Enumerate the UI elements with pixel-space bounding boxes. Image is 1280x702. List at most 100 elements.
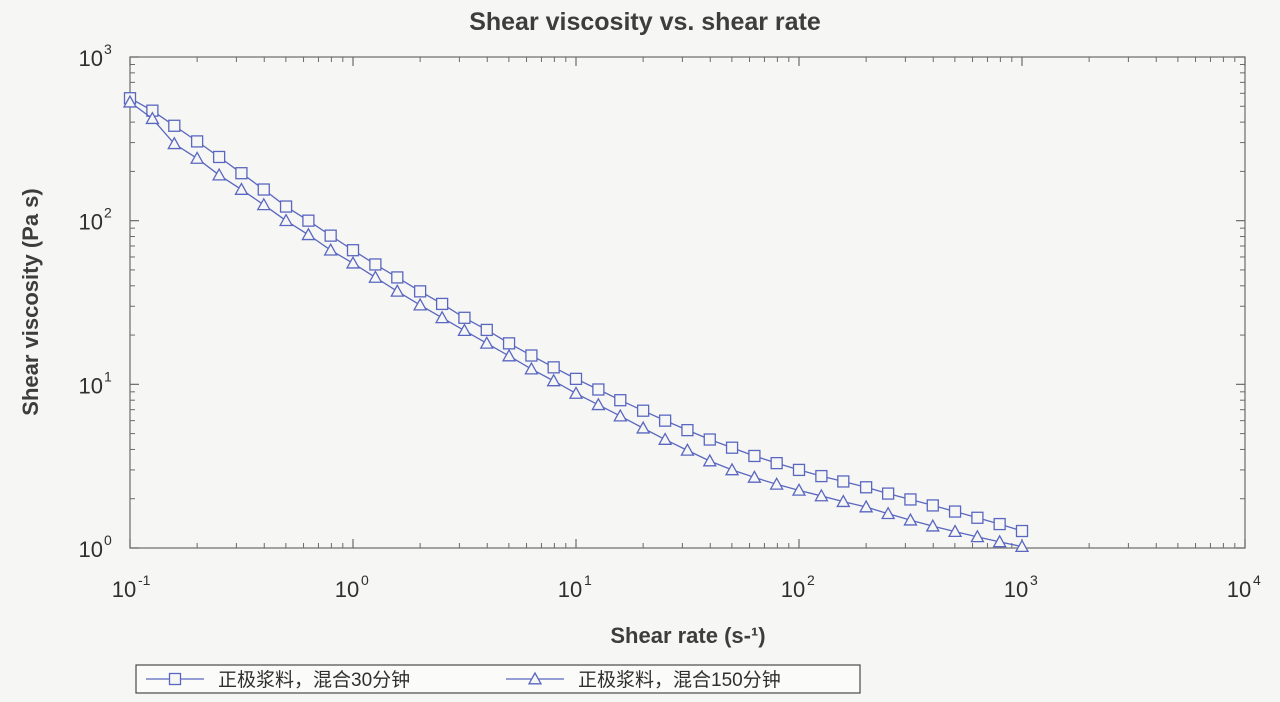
legend-label: 正极浆料，混合30分钟 — [218, 669, 410, 691]
data-point — [435, 297, 449, 311]
data-point — [502, 337, 516, 350]
x-tick-exponent: 1 — [584, 572, 592, 588]
data-point — [815, 469, 828, 483]
data-point — [547, 361, 560, 374]
x-tick-exponent: 3 — [1030, 572, 1038, 588]
series-layer — [122, 92, 1030, 553]
data-point — [926, 499, 939, 512]
chart-title: Shear viscosity vs. shear rate — [469, 8, 821, 36]
data-point — [1014, 539, 1030, 553]
data-point — [993, 517, 1006, 531]
series-line — [129, 97, 1023, 532]
y-tick-exponent: 2 — [104, 205, 112, 221]
data-point — [168, 119, 181, 132]
data-point — [324, 229, 337, 242]
data-point — [546, 373, 561, 387]
data-point — [458, 311, 471, 324]
data-point — [413, 297, 428, 311]
series-2 — [122, 94, 1030, 553]
data-point — [614, 394, 627, 407]
data-point — [592, 383, 605, 396]
legend-marker — [527, 671, 543, 685]
data-point — [368, 270, 383, 283]
data-point — [613, 408, 628, 422]
data-point — [345, 255, 361, 269]
data-point — [323, 242, 338, 256]
y-tick-label: 10 — [79, 537, 103, 562]
data-point — [257, 183, 270, 196]
data-point — [903, 512, 918, 526]
data-point — [792, 463, 806, 477]
data-point — [971, 511, 984, 524]
legend: 正极浆料，混合30分钟 正极浆料，混合150分钟 — [135, 664, 861, 694]
data-point — [413, 285, 427, 298]
y-tick-exponent: 3 — [104, 41, 112, 57]
data-point — [970, 529, 985, 543]
y-tick-exponent: 0 — [104, 532, 112, 548]
data-point — [1015, 524, 1029, 538]
x-tick-exponent: 4 — [1253, 572, 1261, 588]
data-point — [680, 443, 695, 456]
ticks-layer: 10 -1 10 0 10 1 10 2 10 3 10 410 010 110 210 3 — [79, 41, 1261, 602]
data-point — [881, 487, 895, 500]
plot-frame — [129, 56, 1246, 549]
data-point — [525, 349, 538, 362]
data-point — [480, 323, 493, 337]
data-point — [747, 470, 762, 483]
data-point — [457, 323, 472, 337]
data-point — [925, 518, 940, 532]
data-point — [346, 244, 360, 257]
y-tick-label: 10 — [79, 210, 103, 235]
data-point — [658, 414, 672, 427]
data-point — [702, 453, 717, 467]
legend-entry-1: 正极浆料，混合30分钟 — [146, 669, 410, 691]
data-point — [769, 476, 784, 490]
legend-entry-2: 正极浆料，混合150分钟 — [506, 669, 781, 691]
data-point — [167, 136, 182, 150]
data-point — [814, 488, 829, 502]
legend-marker — [168, 672, 182, 686]
data-point — [369, 258, 382, 271]
data-point — [256, 197, 271, 211]
data-point — [190, 135, 204, 148]
data-point — [636, 420, 651, 434]
data-point — [881, 506, 896, 520]
x-tick-label: 10 — [558, 577, 582, 602]
data-point — [479, 336, 494, 349]
data-point — [837, 475, 850, 488]
x-tick-label: 10 — [1004, 577, 1028, 602]
series-1 — [123, 92, 1029, 538]
legend-label: 正极浆料，混合150分钟 — [578, 669, 781, 691]
data-point — [190, 151, 205, 164]
data-point — [302, 214, 315, 227]
y-axis-label: Shear viscosity (Pa s) — [18, 188, 43, 415]
data-point — [947, 524, 963, 538]
data-point — [390, 283, 405, 297]
data-point — [524, 361, 539, 375]
data-point — [658, 432, 673, 445]
data-point — [279, 200, 293, 213]
x-tick-label: 10 — [781, 577, 805, 602]
data-point — [501, 348, 517, 362]
data-point — [636, 404, 650, 417]
x-tick-exponent: -1 — [138, 572, 151, 588]
x-axis-label: Shear rate (s-¹) — [610, 623, 765, 648]
data-point — [904, 493, 917, 506]
data-point — [234, 182, 249, 195]
data-point — [145, 111, 160, 125]
data-point — [748, 449, 761, 463]
x-tick-label: 10 — [1227, 577, 1251, 602]
data-point — [301, 227, 316, 241]
y-tick-label: 10 — [79, 46, 103, 71]
data-point — [568, 386, 584, 399]
data-point — [278, 213, 294, 227]
data-point — [681, 423, 694, 437]
data-point — [435, 310, 450, 324]
data-point — [948, 505, 962, 518]
data-point — [122, 94, 138, 108]
data-point — [724, 462, 740, 476]
plot-area — [129, 56, 1246, 549]
data-point — [703, 433, 716, 446]
